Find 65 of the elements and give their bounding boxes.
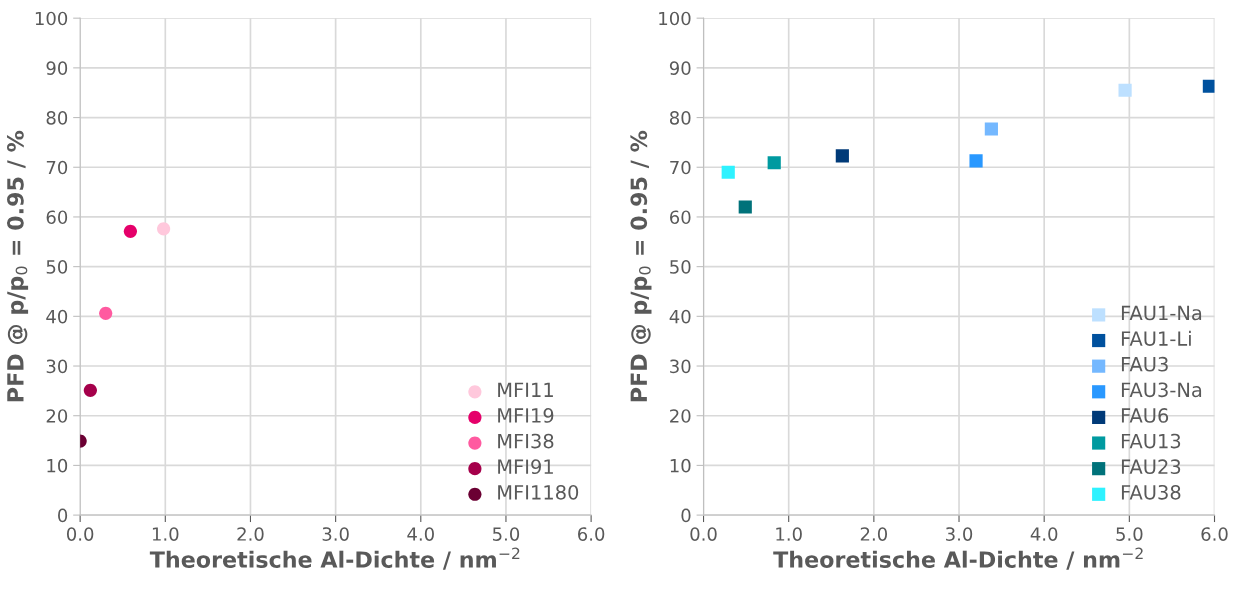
legend-label: FAU23 (1121, 459, 1181, 475)
point (835, 149, 849, 163)
x-tick-label: 6.0 (578, 527, 605, 541)
legend-label: FAU38 (1121, 484, 1181, 500)
x-axis-title: Theoretische Al-Dichte / nm$^{−2}$ (773, 547, 1143, 570)
y-tick-label: 60 (670, 210, 691, 225)
y-tick-label: 40 (669, 309, 691, 324)
point (99, 306, 113, 320)
x-tick-label: 6.0 (1201, 527, 1228, 541)
x-tick-label: 0.0 (690, 527, 717, 541)
y-tick-label: 0 (681, 508, 691, 523)
legend-label: FAU1-Li (1121, 330, 1191, 346)
point (721, 165, 735, 179)
x-tick-label: 5.0 (1116, 527, 1143, 541)
y-tick-label: 30 (46, 359, 68, 374)
legend-label: MFI38 (498, 433, 554, 449)
y-axis-title: PFD @ p/p$_{0}$ = 0.95 / % (630, 130, 652, 402)
y-tick-label: 50 (670, 260, 691, 274)
x-tick-label: 4.0 (1030, 527, 1058, 541)
y-tick-label: 100 (659, 11, 691, 26)
legend-label: FAU13 (1121, 433, 1181, 449)
y-tick-label: 100 (35, 11, 68, 26)
y-tick-label: 10 (47, 458, 68, 473)
point (123, 224, 137, 238)
legend-label: FAU3 (1121, 356, 1168, 372)
legend-label: FAU3-Na (1121, 382, 1202, 398)
point (1118, 83, 1132, 97)
y-tick-label: 90 (46, 61, 68, 75)
y-tick-label: 40 (46, 309, 68, 324)
point (984, 122, 998, 136)
x-tick-label: 4.0 (407, 527, 434, 541)
y-tick-label: 80 (669, 111, 691, 125)
y-tick-label: 50 (46, 260, 68, 274)
y-tick-label: 10 (670, 458, 691, 473)
y-tick-label: 20 (670, 409, 691, 423)
y-tick-label: 70 (46, 160, 68, 175)
point (738, 200, 752, 214)
point (1202, 79, 1215, 93)
legend-label: MFI1180 (498, 484, 579, 500)
x-tick-label: 5.0 (492, 527, 520, 541)
point (969, 154, 983, 168)
y-tick-label: 70 (670, 160, 691, 175)
point (83, 383, 97, 397)
y-axis-title: PFD @ p/p$_{0}$ = 0.95 / % (6, 130, 29, 402)
x-tick-label: 2.0 (860, 527, 888, 541)
legend-label: MFI91 (498, 459, 553, 475)
y-tick-label: 30 (670, 359, 691, 374)
x-tick-label: 1.0 (776, 527, 802, 541)
y-tick-label: 90 (669, 61, 691, 75)
x-tick-label: 0.0 (66, 527, 94, 541)
y-tick-label: 0 (58, 508, 68, 523)
x-axis-title: Theoretische Al-Dichte / nm$^{−2}$ (149, 547, 520, 570)
legend-label: FAU1-Na (1121, 305, 1202, 321)
point (157, 222, 171, 236)
x-tick-label: 3.0 (322, 527, 349, 541)
y-tick-label: 60 (46, 210, 68, 225)
point (767, 156, 781, 170)
x-tick-label: 2.0 (237, 527, 264, 541)
x-tick-label: 1.0 (152, 527, 179, 541)
legend-label: FAU6 (1121, 408, 1169, 423)
x-tick-label: 3.0 (946, 527, 973, 541)
legend-label: MFI11 (498, 382, 553, 397)
y-tick-label: 80 (46, 111, 68, 125)
legend-label: MFI19 (498, 408, 554, 423)
y-tick-label: 20 (46, 409, 68, 423)
